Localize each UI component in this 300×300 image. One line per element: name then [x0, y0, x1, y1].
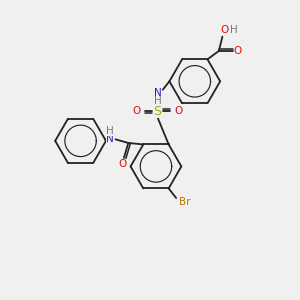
Text: O: O	[132, 106, 141, 116]
Text: H: H	[106, 126, 113, 136]
Text: Br: Br	[179, 196, 190, 206]
Text: N: N	[106, 134, 113, 144]
Text: O: O	[221, 25, 229, 35]
Text: H: H	[230, 25, 238, 35]
Text: H: H	[154, 96, 162, 106]
Text: O: O	[174, 106, 182, 116]
Text: S: S	[154, 105, 161, 118]
Text: N: N	[154, 88, 162, 98]
Text: O: O	[118, 159, 127, 170]
Text: O: O	[233, 46, 242, 56]
